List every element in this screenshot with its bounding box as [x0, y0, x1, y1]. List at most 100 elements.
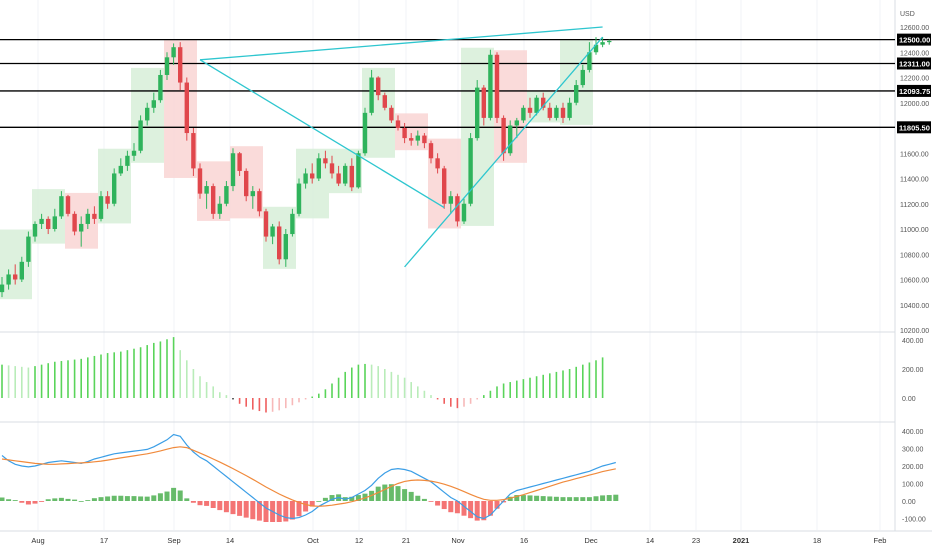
candle	[316, 158, 321, 179]
candle	[362, 112, 368, 154]
macd-histogram-bar	[263, 501, 269, 522]
macd-histogram-bar	[124, 496, 130, 501]
level-badge	[897, 33, 931, 46]
candle	[92, 213, 97, 219]
time-tick-label: Sep	[167, 536, 180, 545]
level-badge	[897, 121, 931, 134]
candle	[125, 155, 130, 166]
histogram-bar	[126, 350, 129, 398]
candle	[593, 44, 599, 53]
macd-histogram-bar	[316, 501, 322, 502]
macd-histogram-bar	[388, 484, 394, 501]
macd-histogram-bar	[98, 497, 104, 501]
candle	[514, 120, 519, 126]
candle	[415, 135, 420, 141]
candle	[547, 107, 552, 118]
candle	[178, 47, 183, 83]
histogram-bar	[588, 362, 591, 398]
macd-histogram-bar	[441, 501, 447, 510]
time-tick-label: 12	[355, 536, 363, 545]
histogram-bar	[139, 347, 142, 398]
macd-histogram-bar	[243, 501, 249, 518]
histogram-bar	[199, 376, 201, 398]
macd-histogram-bar	[560, 497, 566, 501]
time-tick-label: 14	[646, 536, 654, 545]
macd-histogram-bar	[448, 501, 454, 513]
histogram-bar	[271, 398, 274, 412]
candle	[481, 87, 486, 118]
macd-histogram-bar	[256, 501, 262, 521]
macd-tick-label: 100.00	[902, 482, 924, 489]
candle	[39, 218, 44, 224]
macd-histogram-bar	[52, 498, 58, 501]
candle	[296, 183, 302, 214]
currency-label: USD	[900, 11, 915, 18]
price-tick-label: 12200.00	[900, 76, 929, 83]
histogram-bar	[516, 380, 518, 398]
macd-histogram-bar	[72, 499, 78, 501]
macd-histogram-bar	[276, 501, 282, 522]
candle	[501, 117, 506, 154]
histogram-bar	[100, 354, 102, 398]
candle	[382, 95, 387, 108]
macd-histogram-bar	[85, 500, 91, 501]
macd-histogram-bar	[171, 487, 177, 501]
histogram-bar	[595, 360, 597, 398]
macd-histogram-bar	[613, 494, 619, 501]
histogram-bar	[80, 358, 82, 398]
histogram-bar	[298, 398, 300, 403]
macd-histogram-bar	[283, 501, 289, 522]
candle	[217, 203, 222, 214]
candle	[310, 173, 315, 179]
histogram-bar	[476, 398, 478, 400]
macd-histogram-bar	[184, 498, 190, 501]
macd-histogram-bar	[355, 495, 361, 501]
candle	[488, 54, 493, 118]
macd-histogram-bar	[111, 495, 117, 501]
histogram-bar	[542, 374, 544, 398]
macd-histogram-bar	[481, 501, 487, 521]
grid	[0, 0, 932, 532]
histogram-bar	[133, 348, 135, 398]
histogram-bar	[166, 339, 168, 398]
macd-histogram-bar	[349, 496, 355, 501]
oscillator-tick-label: 200.00	[902, 367, 924, 374]
time-tick-label: Oct	[307, 536, 320, 545]
macd-histogram-bar	[237, 501, 243, 516]
price-tick-label: 11400.00	[900, 177, 929, 184]
macd-histogram-bar	[32, 501, 38, 504]
histogram-bar	[450, 398, 452, 407]
candle	[138, 120, 143, 151]
macd-histogram-bar	[382, 484, 388, 501]
macd-histogram-bar	[573, 497, 579, 501]
candle	[442, 168, 447, 204]
histogram-bar	[265, 398, 267, 413]
candle	[26, 236, 31, 262]
macd-histogram-bar	[197, 501, 203, 506]
histogram-bar	[205, 382, 208, 398]
histogram-bar	[318, 393, 320, 398]
price-tick-label: 10200.00	[900, 328, 929, 335]
histogram-bar	[575, 366, 577, 398]
level-label: 11805.50	[899, 123, 930, 132]
macd-histogram-bar	[494, 501, 500, 509]
oscillator-tick-label: 400.00	[902, 338, 924, 345]
macd-panel: 400.00 300.00 200.00 100.00 0.00 -100.00	[0, 429, 926, 524]
histogram-bar	[390, 371, 393, 398]
histogram-bar	[87, 357, 89, 398]
candle	[13, 274, 18, 280]
macd-histogram-bar	[190, 501, 196, 503]
candle	[428, 143, 434, 159]
macd-histogram-bar	[25, 501, 31, 505]
price-tick-label: 12400.00	[900, 50, 929, 57]
histogram-bar	[397, 374, 399, 398]
price-tick-label: 11000.00	[900, 227, 929, 234]
macd-histogram-bar	[118, 495, 124, 501]
macd-histogram-bar	[230, 501, 236, 515]
price-tick-label: 11200.00	[900, 202, 929, 209]
macd-histogram-bar	[534, 495, 540, 501]
histogram-bar	[245, 398, 247, 407]
histogram-bar	[324, 389, 327, 398]
macd-tick-label: 0.00	[902, 499, 916, 506]
